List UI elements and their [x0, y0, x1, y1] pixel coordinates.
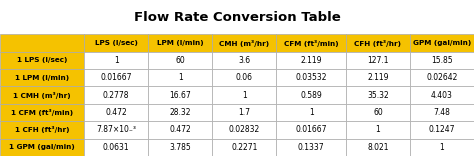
Bar [276, 34, 346, 52]
Text: 35.32: 35.32 [367, 91, 389, 100]
Bar [346, 86, 410, 104]
Text: 0.2271: 0.2271 [231, 143, 257, 152]
Bar [84, 86, 148, 104]
Bar [148, 104, 212, 121]
Text: 0.02642: 0.02642 [426, 73, 458, 82]
Text: LPS (l/sec): LPS (l/sec) [95, 40, 137, 46]
Bar [410, 52, 474, 69]
Text: 15.85: 15.85 [431, 56, 453, 65]
Bar [212, 86, 276, 104]
Bar [346, 52, 410, 69]
Bar [276, 104, 346, 121]
Text: 1 CFM (ft³/min): 1 CFM (ft³/min) [11, 109, 73, 116]
Text: 2.119: 2.119 [301, 56, 322, 65]
Text: 4.403: 4.403 [431, 91, 453, 100]
Text: 0.03532: 0.03532 [295, 73, 327, 82]
Text: 0.1247: 0.1247 [428, 125, 455, 134]
Bar [410, 86, 474, 104]
Bar [410, 34, 474, 52]
Bar [410, 69, 474, 86]
Bar [0, 69, 84, 86]
Bar [212, 52, 276, 69]
Bar [212, 104, 276, 121]
Bar [276, 139, 346, 156]
Text: 1 GPM (gal/min): 1 GPM (gal/min) [9, 144, 75, 150]
Bar [148, 121, 212, 139]
Bar [410, 139, 474, 156]
Bar [0, 104, 84, 121]
Text: 0.2778: 0.2778 [103, 91, 129, 100]
Bar [346, 121, 410, 139]
Text: CFH (ft³/hr): CFH (ft³/hr) [355, 39, 401, 46]
Text: 60: 60 [373, 108, 383, 117]
Text: 7.87×10₋³: 7.87×10₋³ [96, 125, 136, 134]
Text: 0.02832: 0.02832 [228, 125, 260, 134]
Text: 0.01667: 0.01667 [100, 73, 132, 82]
Text: 16.67: 16.67 [169, 91, 191, 100]
Text: CMH (m³/hr): CMH (m³/hr) [219, 39, 269, 46]
Text: 1: 1 [178, 73, 182, 82]
Text: 7.48: 7.48 [434, 108, 450, 117]
Bar [84, 121, 148, 139]
Text: 0.589: 0.589 [300, 91, 322, 100]
Text: 1: 1 [439, 143, 444, 152]
Text: CFM (ft³/min): CFM (ft³/min) [284, 39, 338, 46]
Bar [276, 86, 346, 104]
Text: 0.0631: 0.0631 [103, 143, 129, 152]
Text: 1: 1 [309, 108, 313, 117]
Text: 1 LPS (l/sec): 1 LPS (l/sec) [17, 57, 67, 63]
Text: 28.32: 28.32 [170, 108, 191, 117]
Text: 0.01667: 0.01667 [295, 125, 327, 134]
Text: 2.119: 2.119 [367, 73, 389, 82]
Bar [410, 121, 474, 139]
Text: 1: 1 [242, 91, 246, 100]
Bar [0, 139, 84, 156]
Text: 1: 1 [375, 125, 380, 134]
Bar [0, 121, 84, 139]
Bar [0, 86, 84, 104]
Bar [212, 139, 276, 156]
Bar [346, 34, 410, 52]
Text: 1.7: 1.7 [238, 108, 250, 117]
Text: 0.472: 0.472 [169, 125, 191, 134]
Text: GPM (gal/min): GPM (gal/min) [413, 40, 471, 46]
Bar [410, 104, 474, 121]
Text: 127.1: 127.1 [367, 56, 389, 65]
Bar [346, 69, 410, 86]
Bar [148, 86, 212, 104]
Text: 8.021: 8.021 [367, 143, 389, 152]
Bar [0, 34, 84, 52]
Bar [212, 121, 276, 139]
Bar [0, 52, 84, 69]
Text: 60: 60 [175, 56, 185, 65]
Text: 3.6: 3.6 [238, 56, 250, 65]
Text: 1 LPM (l/min): 1 LPM (l/min) [15, 75, 69, 81]
Bar [346, 104, 410, 121]
Bar [84, 69, 148, 86]
Bar [148, 69, 212, 86]
Text: Flow Rate Conversion Table: Flow Rate Conversion Table [134, 11, 340, 24]
Text: 1 CFH (ft³/hr): 1 CFH (ft³/hr) [15, 126, 69, 133]
Text: 1 CMH (m³/hr): 1 CMH (m³/hr) [13, 92, 71, 99]
Bar [276, 121, 346, 139]
Bar [84, 34, 148, 52]
Bar [212, 69, 276, 86]
Bar [346, 139, 410, 156]
Bar [276, 69, 346, 86]
Text: LPM (l/min): LPM (l/min) [157, 40, 203, 46]
Bar [148, 34, 212, 52]
Bar [276, 52, 346, 69]
Text: 0.06: 0.06 [236, 73, 253, 82]
Text: 3.785: 3.785 [169, 143, 191, 152]
Bar [84, 52, 148, 69]
Text: 1: 1 [114, 56, 118, 65]
Bar [84, 104, 148, 121]
Bar [148, 139, 212, 156]
Bar [84, 139, 148, 156]
Bar [148, 52, 212, 69]
Text: 0.1337: 0.1337 [298, 143, 324, 152]
Text: 0.472: 0.472 [105, 108, 127, 117]
Bar [212, 34, 276, 52]
